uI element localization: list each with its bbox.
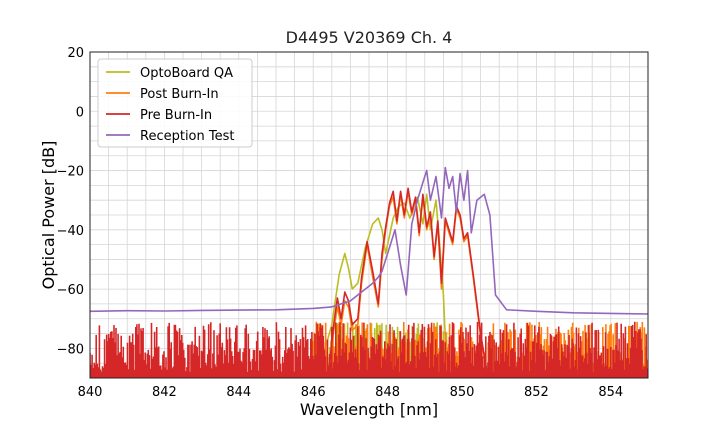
- x-tick-label: 854: [598, 385, 623, 400]
- x-axis-label: Wavelength [nm]: [300, 400, 438, 419]
- y-tick-label: 20: [67, 46, 84, 61]
- x-tick-label: 848: [375, 385, 400, 400]
- series-reception-test: [90, 166, 648, 315]
- series-line: [90, 193, 648, 378]
- chart-title: D4495 V20369 Ch. 4: [286, 28, 453, 47]
- y-axis-ticks: 20 0 −20 −40 −60 −80: [57, 46, 84, 357]
- y-tick-label: −80: [57, 342, 84, 357]
- series-pre-burn-in: [90, 187, 648, 378]
- legend-label: Post Burn-In: [140, 87, 219, 102]
- series-line: [90, 187, 648, 378]
- legend-box: [97, 58, 253, 148]
- y-tick-label: 0: [76, 105, 84, 120]
- y-tick-label: −20: [57, 165, 84, 180]
- legend: OptoBoard QA Post Burn-In Pre Burn-In Recep…: [97, 58, 253, 148]
- x-tick-label: 840: [78, 385, 103, 400]
- x-tick-label: 842: [152, 385, 177, 400]
- y-axis-label: Optical Power [dB]: [39, 141, 58, 290]
- y-tick-label: −40: [57, 224, 84, 239]
- series-noise: [90, 321, 648, 378]
- x-tick-label: 846: [301, 385, 326, 400]
- x-tick-label: 850: [450, 385, 475, 400]
- series-layer: [90, 166, 648, 378]
- y-tick-label: −60: [57, 283, 84, 298]
- x-tick-label: 852: [524, 385, 549, 400]
- series-line: [90, 166, 648, 315]
- legend-label: Pre Burn-In: [140, 108, 212, 123]
- legend-label: Reception Test: [140, 129, 234, 144]
- x-tick-label: 844: [226, 385, 251, 400]
- plot-frame: [89, 51, 649, 379]
- legend-label: OptoBoard QA: [140, 66, 233, 81]
- x-axis-ticks: 840 842 844 846 848 850 852 854: [78, 385, 624, 400]
